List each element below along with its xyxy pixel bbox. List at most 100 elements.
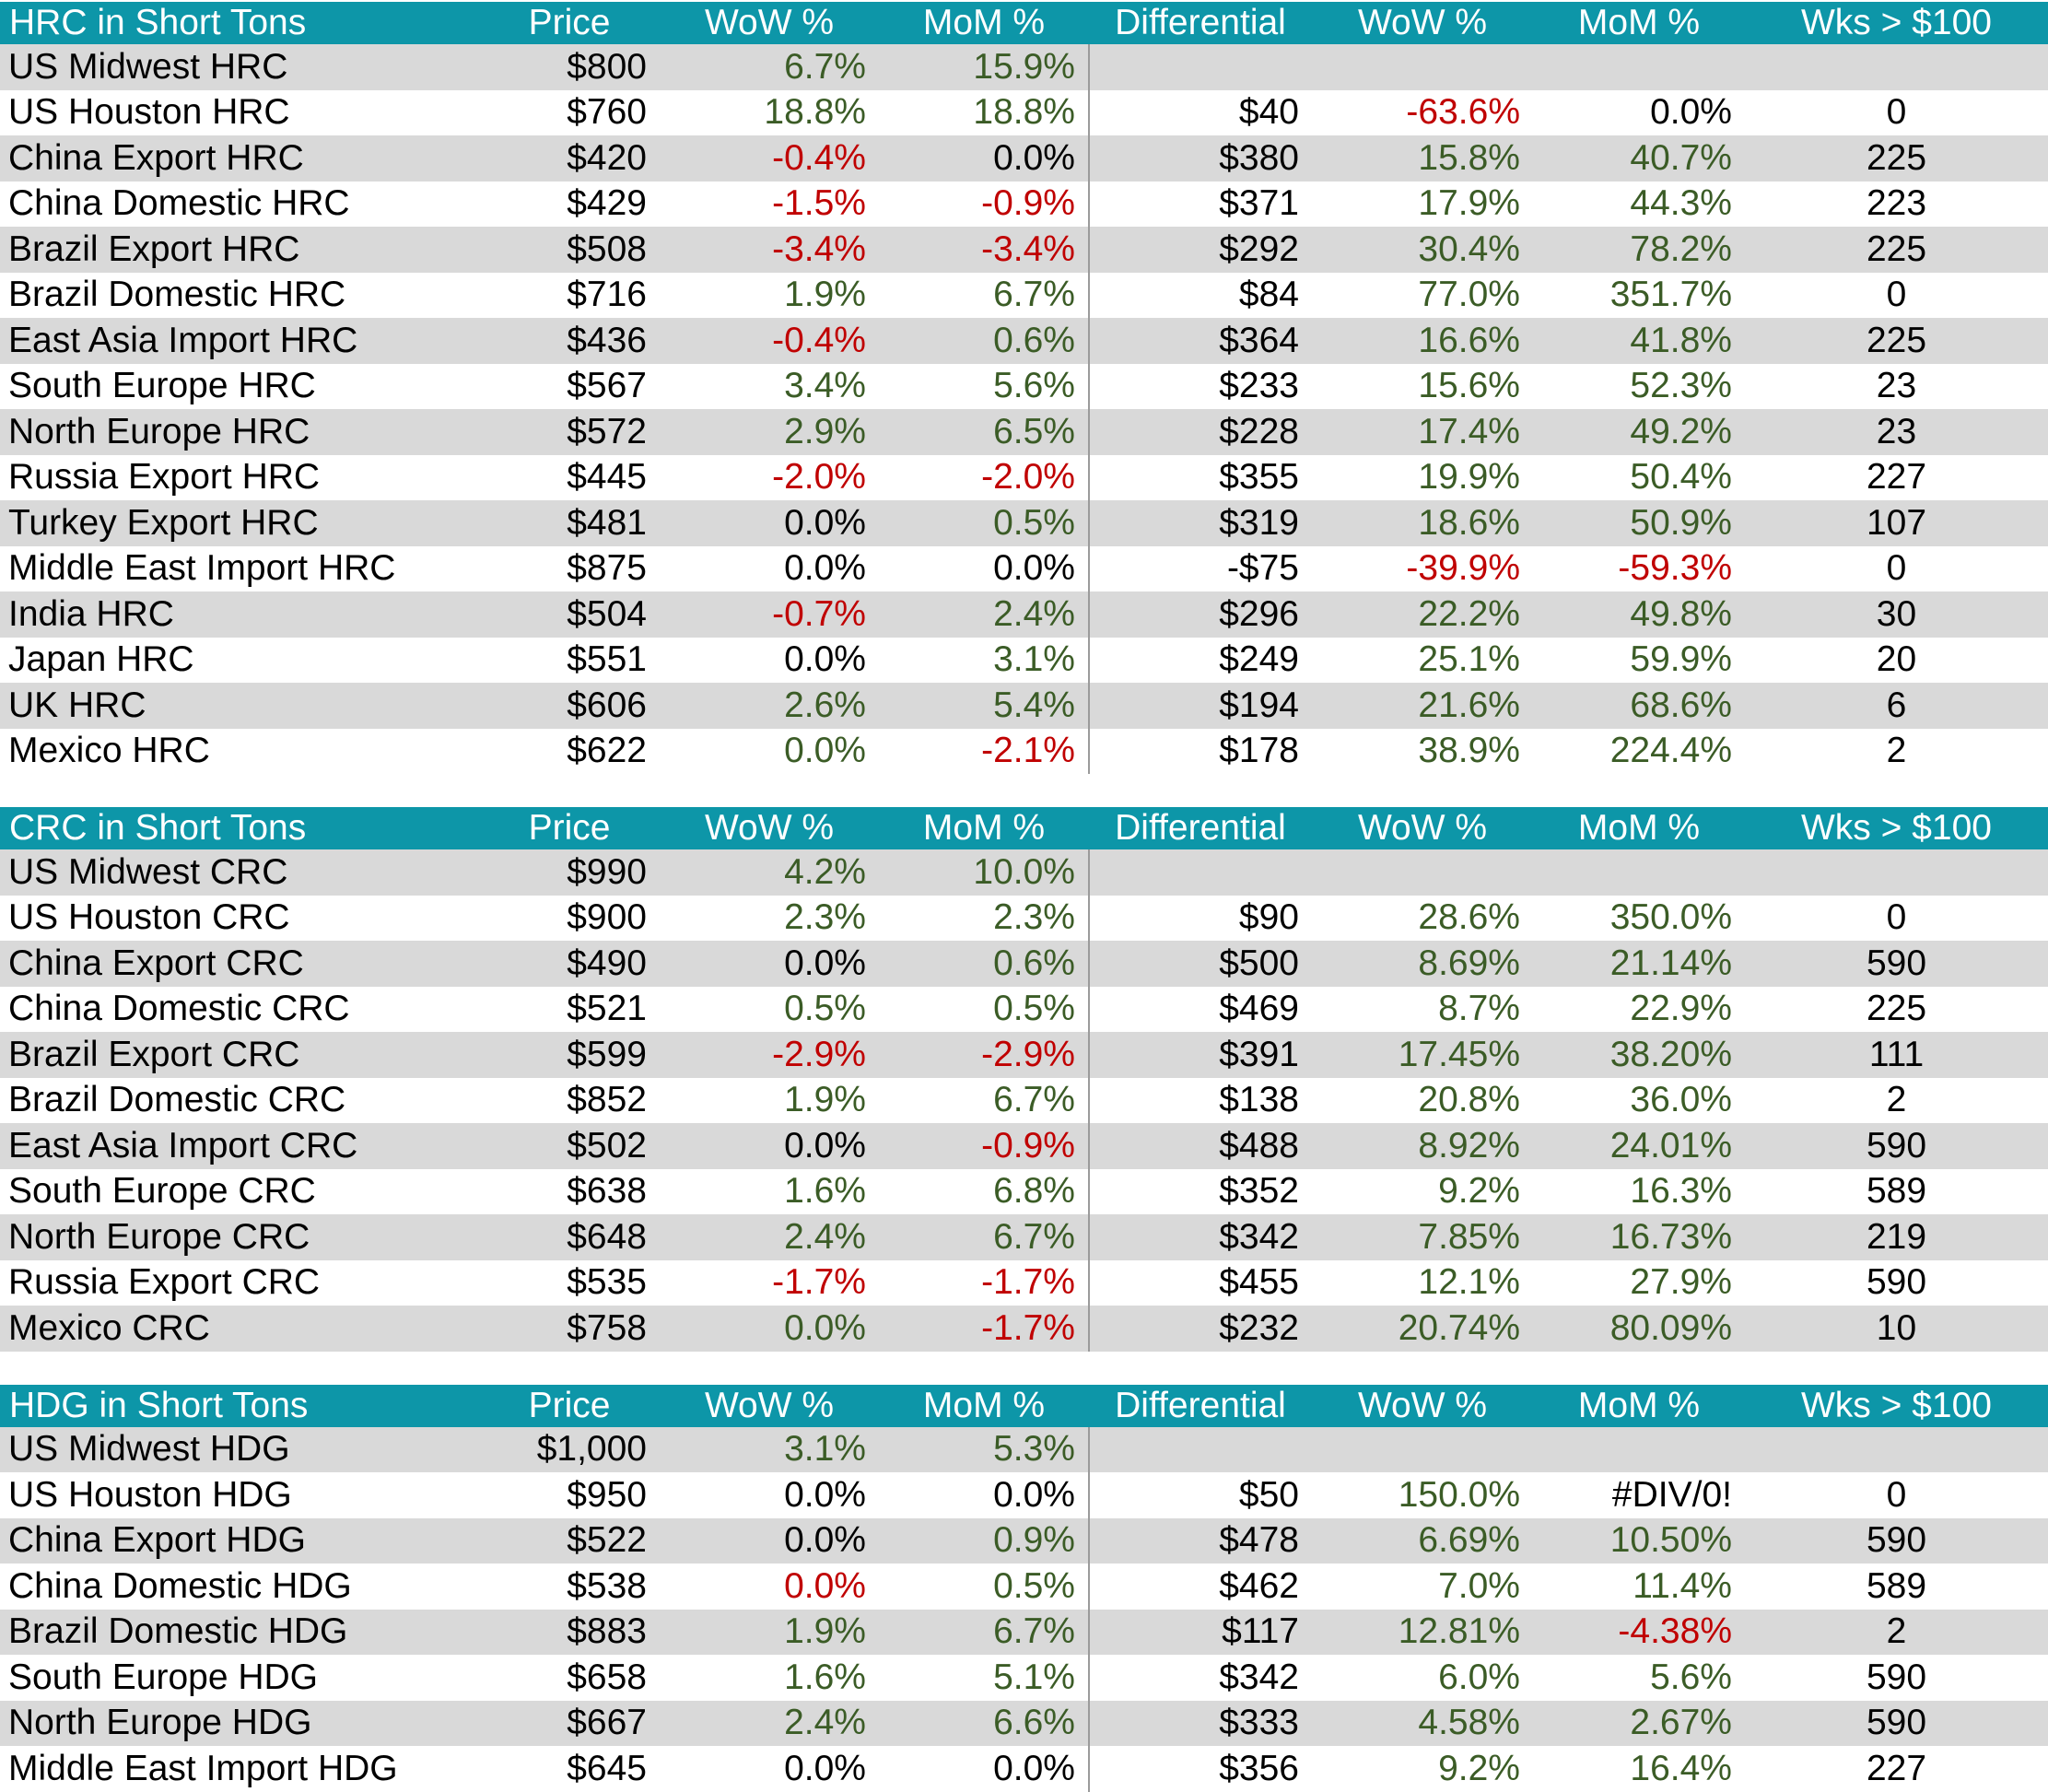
row-label: US Midwest HRC [8, 46, 288, 87]
weeks-over-100-cell: 590 [1866, 1657, 1927, 1697]
price-cell: $716 [567, 275, 647, 315]
mom-pct-cell: 15.9% [973, 46, 1075, 87]
row-label: Middle East Import HRC [8, 548, 396, 589]
diff-mom-pct-cell: 36.0% [1630, 1080, 1732, 1120]
mom-pct-cell: 2.3% [993, 897, 1075, 938]
differential-cell: $380 [1088, 135, 1312, 182]
table-row: China Domestic CRC $521 0.5% 0.5% $469 8.7% 22… [0, 986, 2048, 1032]
mom-pct-cell: 6.6% [993, 1703, 1075, 1743]
column-header-diff-wow-pct: WoW % [1312, 2, 1533, 44]
table-row: India HRC $504 -0.7% 2.4% $296 22.2% 49.8% 30 [0, 591, 2048, 638]
price-cell: $875 [567, 548, 647, 589]
differential-cell: $478 [1088, 1517, 1312, 1564]
diff-mom-pct-cell: 38.20% [1609, 1034, 1732, 1074]
table-row: UK HRC $606 2.6% 5.4% $194 21.6% 68.6% 6 [0, 683, 2048, 729]
mom-pct-cell: 0.0% [993, 1474, 1075, 1515]
column-header-weeks-over-100: Wks > $100 [1745, 807, 2048, 849]
differential-cell: $391 [1088, 1032, 1312, 1078]
differential-cell: $117 [1088, 1609, 1312, 1655]
diff-mom-pct-cell: 16.73% [1609, 1216, 1732, 1257]
weeks-over-100-cell: 6 [1886, 685, 1907, 725]
wow-pct-cell: 1.9% [784, 275, 866, 315]
wow-pct-cell: 0.0% [784, 1520, 866, 1561]
table-row: US Houston HDG $950 0.0% 0.0% $50 150.0% #DIV/… [0, 1472, 2048, 1518]
column-header-wow-pct: WoW % [660, 1384, 879, 1427]
diff-wow-pct-cell: 77.0% [1418, 275, 1520, 315]
wow-pct-cell: -0.4% [772, 137, 866, 178]
diff-wow-pct-cell: 38.9% [1418, 731, 1520, 771]
price-cell: $622 [567, 731, 647, 771]
column-header-diff-wow-pct: WoW % [1312, 1384, 1533, 1427]
table-row: China Domestic HDG $538 0.0% 0.5% $462 7.0% 11… [0, 1564, 2048, 1610]
wow-pct-cell: 3.4% [784, 366, 866, 406]
wow-pct-cell: 0.0% [784, 1474, 866, 1515]
differential-cell: $194 [1088, 683, 1312, 729]
section-header-row: CRC in Short Tons Price WoW % MoM % Differen… [0, 807, 2048, 849]
diff-wow-pct-cell: 17.9% [1418, 183, 1520, 224]
row-label: China Domestic CRC [8, 989, 350, 1029]
mom-pct-cell: 0.0% [993, 137, 1075, 178]
differential-cell: -$75 [1088, 545, 1312, 591]
price-cell: $638 [567, 1171, 647, 1212]
weeks-over-100-cell: 589 [1866, 1565, 1927, 1606]
row-label: Brazil Export CRC [8, 1034, 300, 1074]
weeks-over-100-cell: 227 [1866, 457, 1927, 498]
weeks-over-100-cell: 2 [1886, 1611, 1907, 1652]
weeks-over-100-cell: 2 [1886, 1080, 1907, 1120]
differential-cell: $40 [1088, 89, 1312, 135]
diff-wow-pct-cell: 9.2% [1438, 1748, 1520, 1788]
weeks-over-100-cell [1745, 44, 2048, 90]
wow-pct-cell: 0.0% [784, 1125, 866, 1165]
diff-mom-pct-cell: 2.67% [1630, 1703, 1732, 1743]
wow-pct-cell: 0.0% [784, 731, 866, 771]
differential-cell: $228 [1088, 409, 1312, 455]
price-cell: $445 [567, 457, 647, 498]
row-label: South Europe HDG [8, 1657, 319, 1697]
row-label: Middle East Import HDG [8, 1748, 398, 1788]
section-header-row: HRC in Short Tons Price WoW % MoM % Differen… [0, 2, 2048, 44]
differential-cell: $233 [1088, 363, 1312, 409]
price-table-hdg: HDG in Short Tons Price WoW % MoM % Differen… [0, 1384, 2048, 1792]
diff-wow-pct-cell: 15.6% [1418, 366, 1520, 406]
diff-wow-pct-cell: 8.69% [1418, 943, 1520, 983]
wow-pct-cell: -3.4% [772, 228, 866, 269]
differential-cell: $232 [1088, 1306, 1312, 1352]
price-cell: $758 [567, 1307, 647, 1348]
table-row: Mexico CRC $758 0.0% -1.7% $232 20.74% 80.09% 1… [0, 1306, 2048, 1352]
wow-pct-cell: 0.5% [784, 989, 866, 1029]
diff-mom-pct-cell: 49.8% [1630, 593, 1732, 634]
column-header-wow-pct: WoW % [660, 2, 879, 44]
row-label: US Midwest CRC [8, 851, 288, 892]
diff-wow-pct-cell [1312, 849, 1533, 896]
diff-wow-pct-cell: 12.1% [1418, 1262, 1520, 1303]
differential-cell: $356 [1088, 1746, 1312, 1792]
weeks-over-100-cell: 225 [1866, 320, 1927, 360]
differential-cell: $90 [1088, 895, 1312, 941]
diff-wow-pct-cell: 21.6% [1418, 685, 1520, 725]
differential-cell: $319 [1088, 500, 1312, 546]
section-title: HRC in Short Tons [0, 2, 479, 44]
wow-pct-cell: 1.6% [784, 1171, 866, 1212]
column-header-diff-wow-pct: WoW % [1312, 807, 1533, 849]
price-cell: $950 [567, 1474, 647, 1515]
weeks-over-100-cell: 30 [1876, 593, 1917, 634]
row-label: China Export CRC [8, 943, 304, 983]
row-label: India HRC [8, 593, 174, 634]
mom-pct-cell: -1.7% [981, 1307, 1075, 1348]
mom-pct-cell: 3.1% [993, 639, 1075, 680]
weeks-over-100-cell: 0 [1886, 275, 1907, 315]
row-label: North Europe HRC [8, 411, 310, 451]
table-row: Middle East Import HDG $645 0.0% 0.0% $356 9.… [0, 1746, 2048, 1792]
weeks-over-100-cell: 589 [1866, 1171, 1927, 1212]
price-cell: $429 [567, 183, 647, 224]
mom-pct-cell: 0.6% [993, 943, 1075, 983]
row-label: Mexico CRC [8, 1307, 210, 1348]
row-label: China Domestic HRC [8, 183, 350, 224]
row-label: US Houston HRC [8, 92, 290, 133]
diff-wow-pct-cell: -63.6% [1406, 92, 1520, 133]
differential-cell: $371 [1088, 181, 1312, 227]
diff-mom-pct-cell: 10.50% [1609, 1520, 1732, 1561]
diff-wow-pct-cell: 20.8% [1418, 1080, 1520, 1120]
price-cell: $481 [567, 502, 647, 543]
